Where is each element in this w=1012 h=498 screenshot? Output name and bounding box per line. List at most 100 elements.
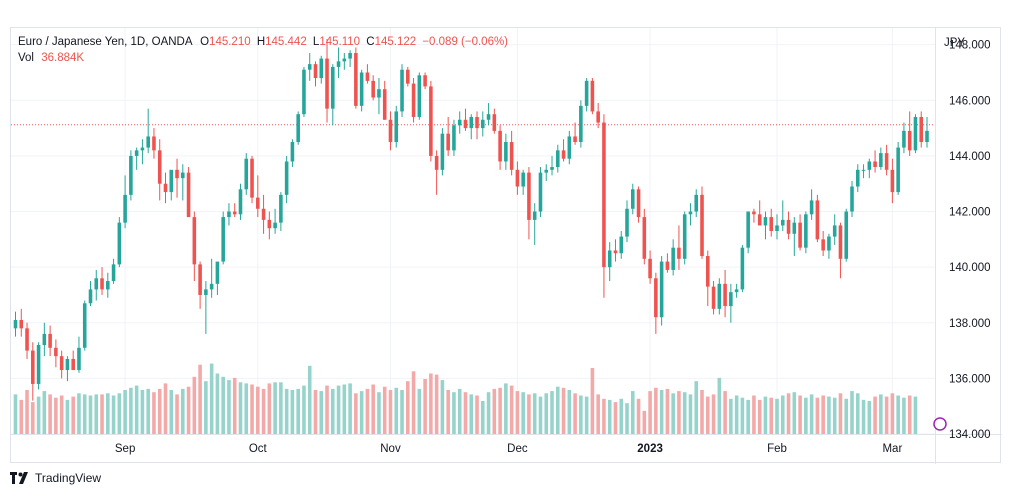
candle: [723, 269, 727, 318]
candle-body: [198, 264, 202, 295]
candle-body: [636, 189, 641, 218]
volume-bar: [186, 386, 191, 434]
volume-bar: [740, 397, 745, 434]
candle: [13, 311, 18, 337]
volume-bar: [117, 393, 122, 434]
candle-body: [573, 136, 577, 143]
candle: [354, 47, 358, 109]
candle-body: [429, 86, 433, 156]
candle: [555, 144, 560, 173]
candle-body: [256, 197, 260, 209]
candle-body: [861, 169, 866, 171]
candle: [613, 239, 618, 262]
volume-bar: [244, 383, 249, 434]
candle: [313, 61, 318, 87]
volume-bar: [855, 393, 860, 434]
volume-bar: [94, 394, 99, 434]
time-tick-label: Oct: [249, 443, 268, 455]
candle: [648, 250, 652, 284]
candle: [261, 194, 266, 234]
candle-body: [129, 155, 133, 195]
candle: [521, 169, 525, 195]
volume-bar: [111, 395, 116, 434]
candle: [729, 283, 733, 323]
candle-body: [486, 114, 491, 120]
volume-bar: [723, 391, 727, 434]
volume-bar: [907, 395, 912, 434]
candle-body: [630, 189, 635, 209]
candle-body: [336, 61, 341, 67]
time-tick-label: Feb: [767, 443, 787, 455]
volume-bar: [25, 390, 29, 434]
candle: [42, 322, 47, 357]
candle: [804, 211, 808, 254]
volume-bar: [388, 390, 393, 434]
candle-body: [602, 122, 606, 268]
candle: [832, 214, 837, 245]
candle: [65, 356, 70, 382]
candle-body: [544, 169, 549, 173]
price-tick-label: 134.000: [949, 429, 991, 441]
candle-body: [59, 356, 64, 371]
candle: [111, 258, 116, 284]
volume-bar: [123, 390, 127, 434]
candle-body: [769, 217, 774, 231]
candle: [884, 144, 889, 176]
footer-branding[interactable]: TradingView: [10, 471, 101, 485]
candle-body: [827, 236, 831, 251]
candle-body: [613, 250, 618, 254]
volume-bar: [809, 394, 814, 434]
price-tick-label: 136.000: [949, 373, 991, 385]
open-value: 145.210: [209, 36, 251, 48]
candle: [757, 200, 762, 226]
candle: [94, 269, 99, 301]
candle-body: [873, 161, 877, 168]
candle-body: [394, 111, 399, 143]
candle: [331, 64, 335, 126]
chart-legend: Euro / Japanese Yen, 1D, OANDA O145.210 …: [18, 34, 508, 66]
candle: [411, 78, 416, 123]
candle-body: [423, 75, 427, 87]
candle-body: [382, 89, 387, 120]
ohlc-row: Euro / Japanese Yen, 1D, OANDA O145.210 …: [18, 34, 508, 50]
candle-body: [596, 111, 600, 123]
chart-frame[interactable]: JPY 148.000 146.000 144.000 142.000 140.000 13…: [10, 27, 1002, 464]
volume-bar: [757, 399, 762, 434]
volume-bar: [348, 383, 352, 434]
candle-body: [879, 153, 883, 168]
price-tick-label: 140.000: [949, 262, 991, 274]
candle-body: [371, 80, 375, 98]
candle-body: [365, 72, 370, 81]
candle: [71, 350, 75, 371]
volume-bar: [411, 371, 416, 434]
volume-bar: [423, 379, 427, 434]
time-axis[interactable]: Sep Oct Nov Dec 2023 Feb Mar: [115, 443, 903, 455]
candle-body: [648, 258, 652, 279]
volume-bar: [717, 377, 722, 434]
volume-bar: [682, 392, 687, 434]
volume-bar: [382, 386, 387, 434]
candle: [636, 186, 641, 223]
volume-bar: [469, 394, 474, 434]
candle: [325, 39, 329, 123]
candle-body: [377, 89, 381, 98]
volume-bar: [700, 390, 704, 434]
volume-bar: [705, 396, 710, 434]
candle: [469, 114, 474, 140]
candle-body: [815, 200, 820, 240]
candle-body: [359, 72, 364, 106]
volume-bar: [377, 392, 381, 434]
volume-bar: [152, 392, 156, 434]
volume-bar: [613, 402, 618, 434]
symbol-title[interactable]: Euro / Japanese Yen, 1D, OANDA: [18, 36, 192, 48]
volume-bar: [798, 395, 802, 434]
volume-bar: [273, 382, 277, 434]
candle-body: [117, 222, 122, 265]
volume-bar: [769, 397, 774, 434]
volume-bar: [146, 388, 150, 434]
candle-body: [457, 119, 462, 126]
candle: [705, 250, 710, 307]
candle-body: [227, 211, 231, 218]
